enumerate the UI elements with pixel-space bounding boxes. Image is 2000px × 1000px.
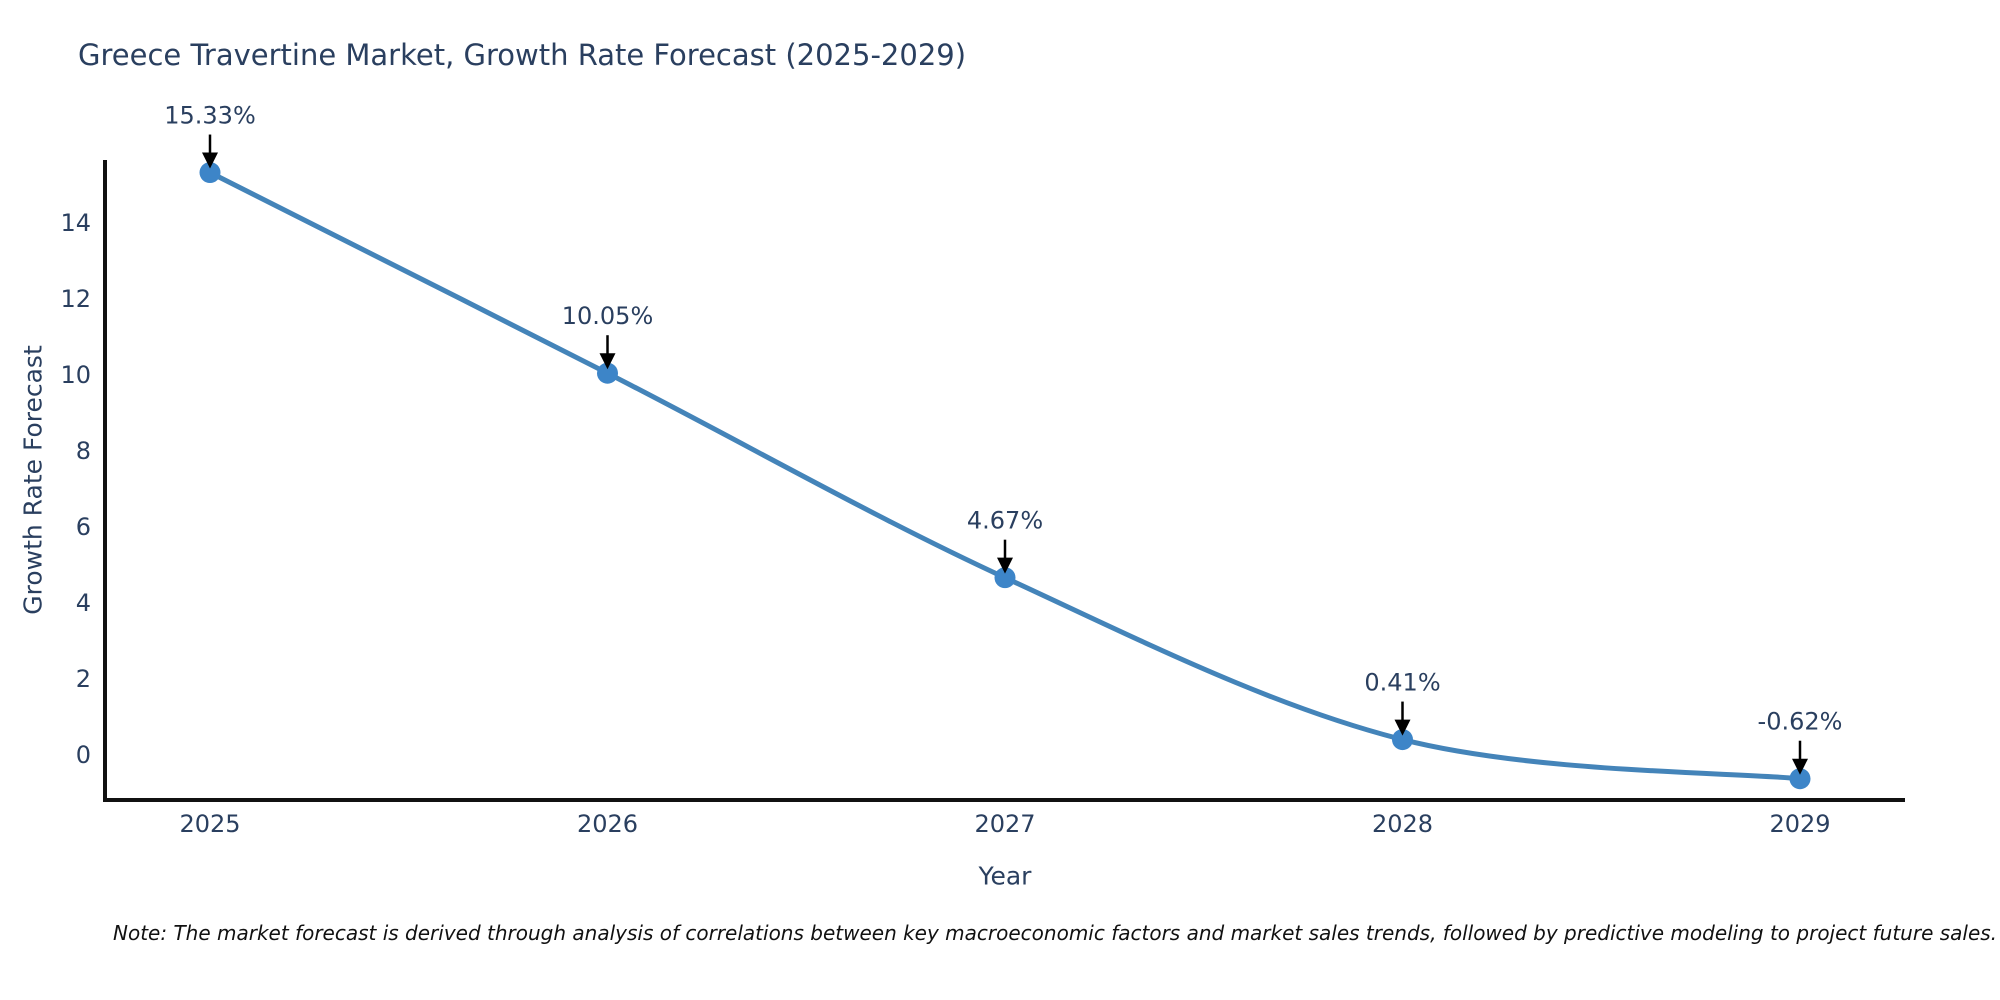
data-point-2029[interactable] (1789, 768, 1811, 790)
annotation-arrowhead-2029 (1792, 758, 1808, 775)
y-tick-label-10: 10 (60, 361, 91, 389)
forecast-line (207, 170, 1803, 782)
x-tick-label-2025: 2025 (179, 810, 240, 838)
x-tick-label-2029: 2029 (1769, 810, 1830, 838)
data-point-2026[interactable] (597, 362, 618, 384)
y-tick-label-0: 0 (76, 741, 91, 769)
y-tick-label-2: 2 (76, 665, 91, 693)
x-tick-label-2027: 2027 (974, 810, 1035, 838)
x-axis-title: Year (978, 861, 1032, 891)
annotation-label-2026: 10.05% (562, 302, 654, 330)
annotation-arrowhead-2027 (997, 557, 1013, 574)
chart-title: Greece Travertine Market, Growth Rate Fo… (78, 38, 967, 72)
annotation-label-2027: 4.67% (967, 507, 1043, 535)
y-tick-label-14: 14 (60, 209, 91, 237)
y-tick-label-6: 6 (76, 513, 91, 541)
x-tick-label-2028: 2028 (1372, 810, 1433, 838)
y-tick-label-12: 12 (60, 285, 91, 313)
footnote: Note: The market forecast is derived thr… (113, 921, 1998, 945)
data-point-2025[interactable] (199, 162, 221, 184)
annotation-label-2025: 15.33% (164, 102, 256, 130)
y-tick-label-4: 4 (76, 589, 91, 617)
annotation-label-2028: 0.41% (1364, 669, 1440, 697)
y-tick-label-8: 8 (76, 437, 91, 465)
data-point-2027[interactable] (994, 567, 1016, 589)
annotation-arrowhead-2028 (1394, 719, 1411, 736)
x-tick-label-2026: 2026 (577, 810, 638, 838)
annotation-label-2029: -0.62% (1758, 708, 1843, 736)
data-point-2028[interactable] (1392, 729, 1413, 751)
annotation-arrowhead-2026 (599, 353, 616, 370)
annotation-arrowhead-2025 (202, 152, 218, 169)
